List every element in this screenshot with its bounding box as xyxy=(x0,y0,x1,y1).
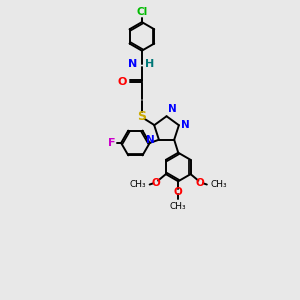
Text: O: O xyxy=(174,187,183,197)
Text: Cl: Cl xyxy=(136,7,148,17)
Text: N: N xyxy=(181,120,190,130)
Text: N: N xyxy=(168,104,177,114)
Text: N: N xyxy=(128,59,137,69)
Text: O: O xyxy=(118,77,127,87)
Text: S: S xyxy=(137,110,146,123)
Text: F: F xyxy=(108,138,116,148)
Text: H: H xyxy=(145,59,154,69)
Text: CH₃: CH₃ xyxy=(210,180,227,189)
Text: O: O xyxy=(152,178,161,188)
Text: CH₃: CH₃ xyxy=(170,202,187,211)
Text: N: N xyxy=(146,135,155,145)
Text: CH₃: CH₃ xyxy=(130,180,146,189)
Text: O: O xyxy=(196,178,205,188)
